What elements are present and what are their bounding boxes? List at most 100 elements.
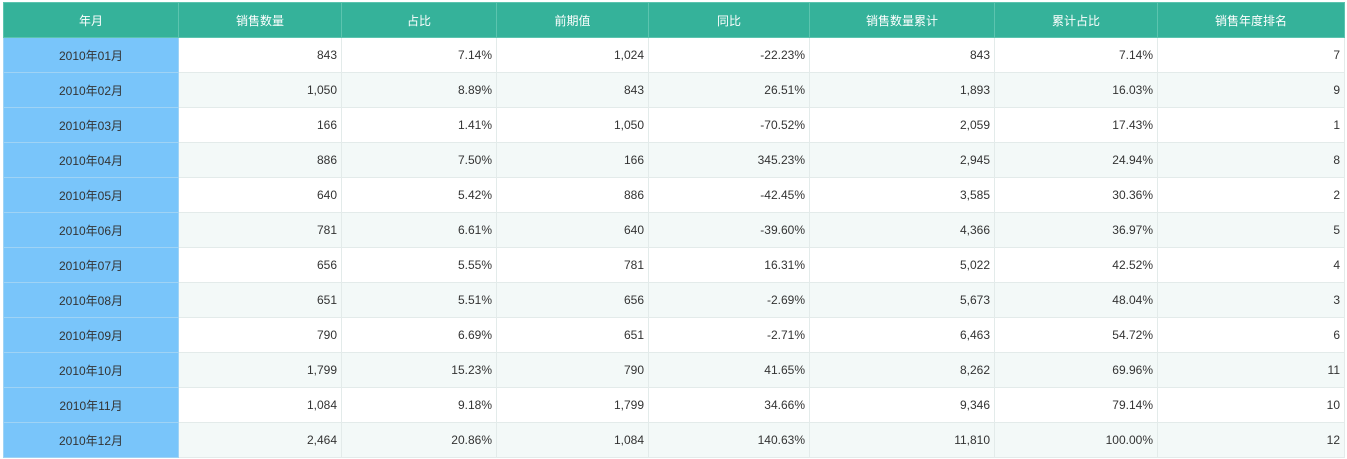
value-cell: 36.97% bbox=[994, 212, 1158, 248]
value-cell: -39.60% bbox=[648, 212, 810, 248]
table-row: 2010年01月 843 7.14% 1,024 -22.23% 843 7.14% 7 bbox=[3, 37, 1345, 73]
value-cell: 651 bbox=[178, 282, 342, 318]
value-cell: 2,059 bbox=[809, 107, 995, 143]
header-cell: 同比 bbox=[648, 2, 810, 38]
data-table: 年月 销售数量 占比 前期值 同比 销售数量累计 累计占比 销售年度排名 2010年01月 84… bbox=[3, 2, 1345, 458]
value-cell: -2.71% bbox=[648, 317, 810, 353]
value-cell: 6.61% bbox=[341, 212, 497, 248]
table-row: 2010年08月 651 5.51% 656 -2.69% 5,673 48.04% 3 bbox=[3, 282, 1345, 318]
value-cell: 5,022 bbox=[809, 247, 995, 283]
value-cell: 69.96% bbox=[994, 352, 1158, 388]
value-cell: 886 bbox=[496, 177, 649, 213]
value-cell: 8.89% bbox=[341, 72, 497, 108]
value-cell: 345.23% bbox=[648, 142, 810, 178]
value-cell: 140.63% bbox=[648, 422, 810, 458]
value-cell: 6,463 bbox=[809, 317, 995, 353]
table-row: 2010年02月 1,050 8.89% 843 26.51% 1,893 16.03% 9 bbox=[3, 72, 1345, 108]
value-cell: 11,810 bbox=[809, 422, 995, 458]
header-cell: 占比 bbox=[341, 2, 497, 38]
value-cell: 4 bbox=[1157, 247, 1345, 283]
value-cell: 1.41% bbox=[341, 107, 497, 143]
header-cell: 销售年度排名 bbox=[1157, 2, 1345, 38]
value-cell: 5.42% bbox=[341, 177, 497, 213]
value-cell: 166 bbox=[496, 142, 649, 178]
value-cell: 166 bbox=[178, 107, 342, 143]
value-cell: 781 bbox=[496, 247, 649, 283]
value-cell: 886 bbox=[178, 142, 342, 178]
value-cell: 6 bbox=[1157, 317, 1345, 353]
value-cell: 656 bbox=[178, 247, 342, 283]
table-row: 2010年05月 640 5.42% 886 -42.45% 3,585 30.36% 2 bbox=[3, 177, 1345, 213]
value-cell: 15.23% bbox=[341, 352, 497, 388]
table-row: 2010年06月 781 6.61% 640 -39.60% 4,366 36.97% 5 bbox=[3, 212, 1345, 248]
value-cell: 3,585 bbox=[809, 177, 995, 213]
month-cell: 2010年12月 bbox=[3, 422, 179, 458]
value-cell: 1,893 bbox=[809, 72, 995, 108]
table-row: 2010年04月 886 7.50% 166 345.23% 2,945 24.94% 8 bbox=[3, 142, 1345, 178]
value-cell: 843 bbox=[809, 37, 995, 73]
value-cell: 790 bbox=[496, 352, 649, 388]
value-cell: 16.31% bbox=[648, 247, 810, 283]
value-cell: 5 bbox=[1157, 212, 1345, 248]
value-cell: 2 bbox=[1157, 177, 1345, 213]
value-cell: 30.36% bbox=[994, 177, 1158, 213]
value-cell: 42.52% bbox=[994, 247, 1158, 283]
month-cell: 2010年10月 bbox=[3, 352, 179, 388]
value-cell: 1,084 bbox=[178, 387, 342, 423]
value-cell: 7.50% bbox=[341, 142, 497, 178]
value-cell: 1,084 bbox=[496, 422, 649, 458]
value-cell: 12 bbox=[1157, 422, 1345, 458]
value-cell: 16.03% bbox=[994, 72, 1158, 108]
table-body: 2010年01月 843 7.14% 1,024 -22.23% 843 7.14% 7 201… bbox=[3, 37, 1345, 458]
month-cell: 2010年01月 bbox=[3, 37, 179, 73]
value-cell: 5.55% bbox=[341, 247, 497, 283]
value-cell: 79.14% bbox=[994, 387, 1158, 423]
value-cell: 3 bbox=[1157, 282, 1345, 318]
value-cell: 100.00% bbox=[994, 422, 1158, 458]
value-cell: -70.52% bbox=[648, 107, 810, 143]
value-cell: 41.65% bbox=[648, 352, 810, 388]
value-cell: 7.14% bbox=[994, 37, 1158, 73]
month-cell: 2010年09月 bbox=[3, 317, 179, 353]
month-cell: 2010年06月 bbox=[3, 212, 179, 248]
value-cell: 17.43% bbox=[994, 107, 1158, 143]
value-cell: 24.94% bbox=[994, 142, 1158, 178]
table-row: 2010年12月 2,464 20.86% 1,084 140.63% 11,810 100… bbox=[3, 422, 1345, 458]
value-cell: 2,464 bbox=[178, 422, 342, 458]
header-cell: 累计占比 bbox=[994, 2, 1158, 38]
value-cell: 790 bbox=[178, 317, 342, 353]
value-cell: 34.66% bbox=[648, 387, 810, 423]
value-cell: 1,050 bbox=[496, 107, 649, 143]
value-cell: 10 bbox=[1157, 387, 1345, 423]
header-cell: 前期值 bbox=[496, 2, 649, 38]
month-cell: 2010年05月 bbox=[3, 177, 179, 213]
value-cell: 54.72% bbox=[994, 317, 1158, 353]
header-cell: 销售数量 bbox=[178, 2, 342, 38]
value-cell: 11 bbox=[1157, 352, 1345, 388]
table-row: 2010年03月 166 1.41% 1,050 -70.52% 2,059 17.43% 1 bbox=[3, 107, 1345, 143]
value-cell: 8,262 bbox=[809, 352, 995, 388]
table-row: 2010年11月 1,084 9.18% 1,799 34.66% 9,346 79.14%… bbox=[3, 387, 1345, 423]
value-cell: 48.04% bbox=[994, 282, 1158, 318]
value-cell: 2,945 bbox=[809, 142, 995, 178]
value-cell: 4,366 bbox=[809, 212, 995, 248]
value-cell: 781 bbox=[178, 212, 342, 248]
header-row: 年月 销售数量 占比 前期值 同比 销售数量累计 累计占比 销售年度排名 bbox=[3, 2, 1345, 38]
value-cell: 1,050 bbox=[178, 72, 342, 108]
value-cell: 843 bbox=[178, 37, 342, 73]
month-cell: 2010年04月 bbox=[3, 142, 179, 178]
header-cell: 年月 bbox=[3, 2, 179, 38]
value-cell: 9.18% bbox=[341, 387, 497, 423]
table-row: 2010年10月 1,799 15.23% 790 41.65% 8,262 69.96% 1… bbox=[3, 352, 1345, 388]
month-cell: 2010年08月 bbox=[3, 282, 179, 318]
value-cell: 656 bbox=[496, 282, 649, 318]
value-cell: 1,799 bbox=[178, 352, 342, 388]
value-cell: 1 bbox=[1157, 107, 1345, 143]
table-row: 2010年07月 656 5.55% 781 16.31% 5,022 42.52% 4 bbox=[3, 247, 1345, 283]
header-cell: 销售数量累计 bbox=[809, 2, 995, 38]
month-cell: 2010年11月 bbox=[3, 387, 179, 423]
value-cell: 5.51% bbox=[341, 282, 497, 318]
value-cell: 26.51% bbox=[648, 72, 810, 108]
value-cell: 843 bbox=[496, 72, 649, 108]
